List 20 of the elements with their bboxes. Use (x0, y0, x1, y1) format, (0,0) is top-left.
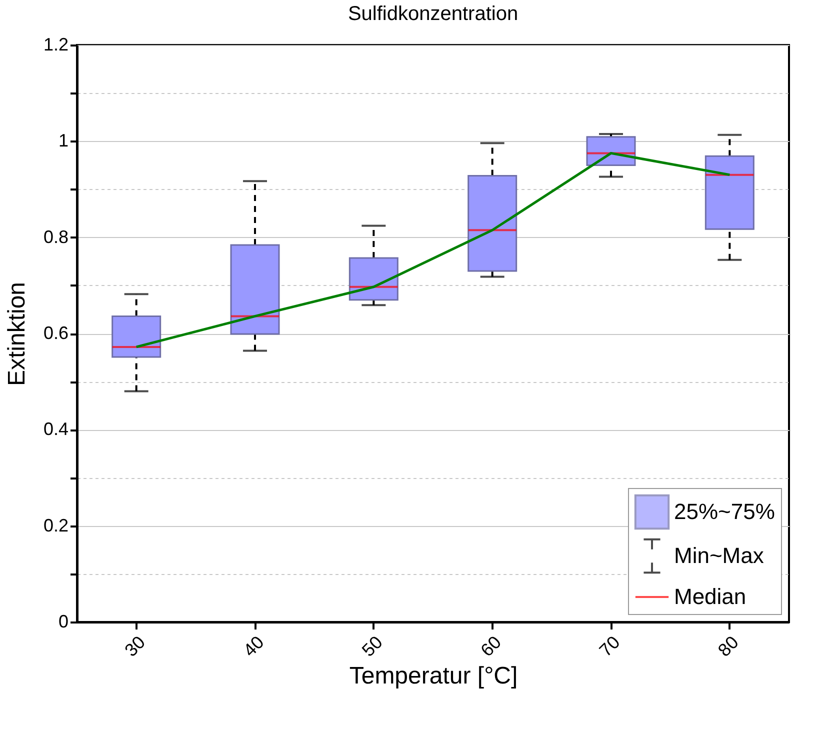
x-tick-label: 70 (595, 632, 624, 660)
y-tick-label: 0.6 (43, 323, 68, 343)
legend-label: 25%~75% (674, 499, 775, 524)
y-tick-label: 0.2 (43, 515, 68, 536)
y-tick-label: 0.4 (43, 419, 68, 440)
annotation: Min~Max (674, 543, 764, 568)
y-tick-label: 0 (58, 612, 68, 632)
x-tick-label: 50 (358, 632, 386, 660)
x-tick-label: 80 (714, 632, 742, 660)
y-axis-title: Extinktion (3, 282, 30, 386)
annotation: Median (674, 584, 746, 609)
x-tick-label: 30 (120, 632, 150, 660)
x-tick-label: 60 (476, 632, 506, 660)
chart-title: Sulfidkonzentration (348, 3, 518, 25)
x-axis-title: Temperatur [°C] (349, 662, 518, 690)
y-tick-label: 1 (58, 130, 68, 151)
line-series (135, 152, 731, 348)
y-tick-label: 0.8 (43, 226, 68, 247)
x-tick-label: 40 (239, 632, 268, 660)
y-tick-label: 1.2 (43, 34, 68, 54)
